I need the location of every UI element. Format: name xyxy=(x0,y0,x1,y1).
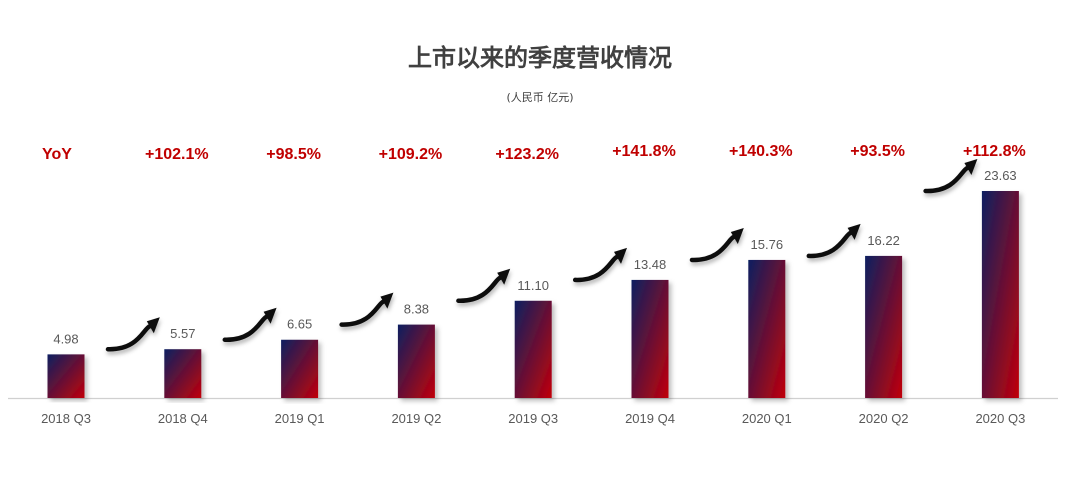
growth-arrow xyxy=(923,159,978,194)
yoy-value: +140.3% xyxy=(729,143,793,160)
x-tick-label: 2020 Q2 xyxy=(859,411,909,426)
growth-arrow-shaft xyxy=(689,234,737,263)
growth-arrow-shaft xyxy=(923,165,970,194)
growth-arrow-head xyxy=(730,227,744,244)
x-tick-label: 2018 Q3 xyxy=(41,411,91,426)
growth-arrow-head xyxy=(614,247,627,264)
value-label: 13.48 xyxy=(634,257,667,272)
growth-arrow xyxy=(806,223,861,259)
bar-2019-q3 xyxy=(514,300,552,398)
bar-2019-q4 xyxy=(631,279,669,398)
growth-arrow xyxy=(572,247,627,283)
bar-2020-q3 xyxy=(981,191,1019,398)
value-label: 8.38 xyxy=(404,302,429,317)
growth-arrow-head xyxy=(146,317,160,334)
yoy-value: +141.8% xyxy=(612,143,676,160)
bar-2019-q2 xyxy=(397,324,435,398)
chart-subtitle: (人民币 亿元) xyxy=(506,91,574,104)
value-label: 11.10 xyxy=(517,278,549,293)
growth-arrow-head xyxy=(964,159,978,175)
x-tick-label: 2019 Q4 xyxy=(625,411,675,426)
growth-arrow-shaft xyxy=(222,314,269,342)
yoy-value: +112.8% xyxy=(963,143,1026,160)
bar-2020-q2 xyxy=(865,255,903,398)
x-tick-label: 2018 Q4 xyxy=(158,411,208,426)
x-tick-label: 2019 Q2 xyxy=(391,411,441,426)
yoy-value: +123.2% xyxy=(495,146,559,163)
growth-arrow xyxy=(339,292,394,327)
growth-arrow xyxy=(105,317,160,352)
x-tick-label: 2019 Q1 xyxy=(275,411,325,426)
x-tick-label: 2019 Q3 xyxy=(508,411,558,426)
x-tick-label: 2020 Q1 xyxy=(742,411,792,426)
growth-arrow-head xyxy=(497,268,511,285)
yoy-value: +93.5% xyxy=(850,143,905,160)
yoy-label: YoY xyxy=(42,146,72,163)
value-label: 16.22 xyxy=(867,233,900,248)
yoy-value: +102.1% xyxy=(145,146,209,163)
bar-2020-q1 xyxy=(748,259,786,398)
yoy-value: +98.5% xyxy=(266,146,321,163)
value-label: 23.63 xyxy=(984,168,1017,183)
growth-arrow-shaft xyxy=(456,275,503,304)
growth-arrow-shaft xyxy=(339,299,386,327)
growth-arrow-shaft xyxy=(806,230,853,259)
yoy-value: +109.2% xyxy=(379,146,443,163)
value-label: 5.57 xyxy=(170,326,195,341)
chart-title: 上市以来的季度营收情况 xyxy=(408,44,672,72)
growth-arrow-shaft xyxy=(572,254,620,283)
value-label: 6.65 xyxy=(287,317,312,332)
growth-arrow-head xyxy=(263,307,277,324)
value-label: 15.76 xyxy=(751,237,784,252)
x-tick-label: 2020 Q3 xyxy=(975,411,1025,426)
growth-arrow-head xyxy=(847,223,861,240)
bar-2019-q1 xyxy=(281,339,319,398)
growth-arrow xyxy=(689,227,744,263)
bar-2018-q4 xyxy=(164,349,202,398)
growth-arrow xyxy=(222,307,277,342)
growth-arrow-shaft xyxy=(105,323,153,352)
value-label: 4.98 xyxy=(53,331,78,346)
growth-arrow-head xyxy=(380,292,394,309)
bar-2018-q3 xyxy=(47,354,85,398)
growth-arrow xyxy=(456,268,511,304)
